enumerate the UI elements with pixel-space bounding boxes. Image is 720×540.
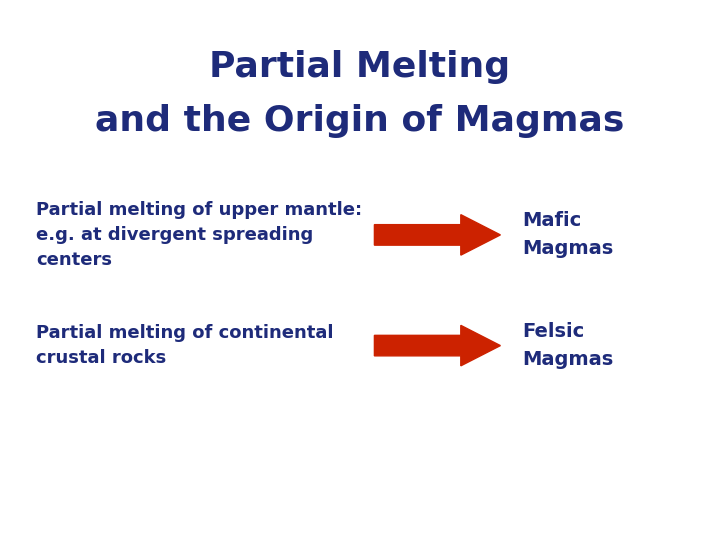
FancyArrow shape	[374, 215, 500, 255]
Text: Partial Melting: Partial Melting	[210, 51, 510, 84]
Text: and the Origin of Magmas: and the Origin of Magmas	[95, 105, 625, 138]
Text: Partial melting of continental
crustal rocks: Partial melting of continental crustal r…	[36, 324, 333, 367]
Text: Partial melting of upper mantle:
e.g. at divergent spreading
centers: Partial melting of upper mantle: e.g. at…	[36, 201, 362, 269]
Text: Felsic
Magmas: Felsic Magmas	[522, 322, 613, 369]
FancyArrow shape	[374, 325, 500, 366]
Text: Mafic
Magmas: Mafic Magmas	[522, 211, 613, 259]
